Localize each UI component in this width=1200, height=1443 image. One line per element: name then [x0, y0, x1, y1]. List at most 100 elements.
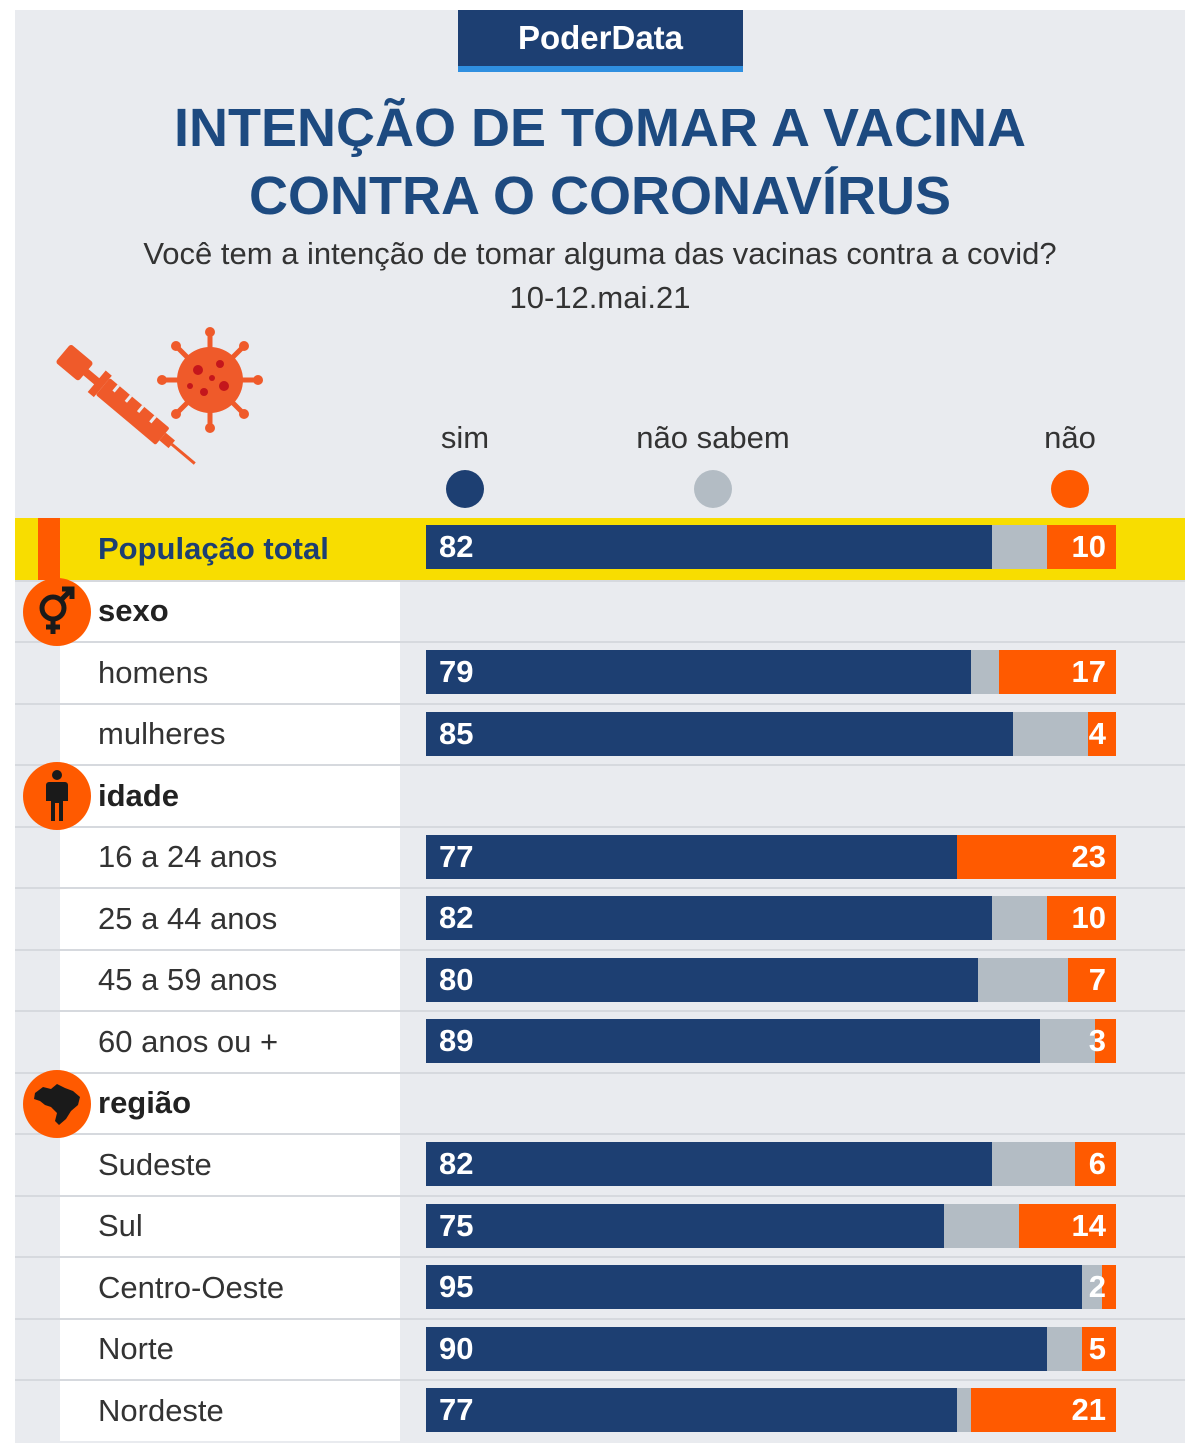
label-cell: [60, 1196, 400, 1256]
value-sim: 90: [439, 1330, 474, 1366]
legend-nao-sabem: não sabem: [613, 420, 813, 508]
legend-nao-sabem-dot: [694, 470, 732, 508]
value-sim: 82: [439, 1146, 474, 1181]
person-icon: [23, 762, 91, 830]
bar-nao-sabem: [1047, 1326, 1082, 1371]
bar-row: Norte 90 5: [15, 1317, 1185, 1379]
legend-sim: sim: [365, 420, 565, 508]
value-sim: 77: [439, 838, 474, 874]
stacked-bar: 82 10: [426, 525, 1116, 569]
label-cell: [60, 1073, 400, 1133]
brazil-map-icon: [23, 1069, 91, 1138]
value-nao: 7: [1088, 961, 1106, 997]
bar-sim: 85: [426, 711, 1013, 756]
value-sim: 75: [439, 1207, 474, 1243]
legend-sim-dot: [446, 470, 484, 508]
value-sim: 85: [439, 715, 474, 751]
label-cell: [60, 1319, 400, 1379]
value-sim: 82: [439, 529, 474, 564]
stacked-bar: 89 3: [426, 1019, 1116, 1063]
label-cell: [60, 1258, 400, 1318]
bar-nao: 4: [1088, 711, 1116, 756]
bar-nao: 21: [971, 1388, 1116, 1432]
bar-nao-sabem: [957, 1388, 972, 1432]
legend-nao: não: [970, 420, 1170, 508]
value-nao: 2: [1088, 1269, 1106, 1304]
bar-row: homens 79 17: [15, 641, 1185, 703]
survey-date: 10-12.mai.21: [509, 280, 691, 315]
title-line-1: INTENÇÃO DE TOMAR A VACINA: [173, 98, 1026, 158]
bar-nao: 14: [1019, 1203, 1116, 1248]
bar-row: 60 anos ou + 89 3: [15, 1010, 1185, 1072]
value-nao: 23: [1071, 838, 1106, 874]
label-cell: [60, 1135, 400, 1195]
category-row: região: [15, 1069, 1185, 1138]
virus-icon: [157, 327, 263, 433]
total-marker: [38, 518, 60, 580]
bar-nao-sabem: [991, 1142, 1075, 1186]
brand-logo: PoderData: [458, 10, 743, 72]
value-sim: 95: [439, 1269, 474, 1304]
chart-subtitle: Você tem a intenção de tomar alguma das …: [15, 232, 1185, 320]
label-cell: [60, 827, 400, 887]
bar-sim: 95: [426, 1265, 1082, 1309]
label-cell: [60, 766, 400, 826]
label-cell: [60, 1012, 400, 1072]
bar-sim: 89: [426, 1019, 1041, 1063]
stacked-bar: 79 17: [426, 650, 1116, 694]
gender-icon: [23, 577, 91, 646]
bar-nao: 2: [1089, 1265, 1116, 1309]
bar-sim: 77: [426, 834, 958, 879]
bar-sim: 90: [426, 1326, 1047, 1371]
bar-nao-sabem: [1012, 711, 1089, 756]
label-cell: [60, 643, 400, 703]
bar-row: mulheres 85 4: [15, 702, 1185, 764]
bar-nao-sabem: [1081, 1265, 1103, 1309]
bar-nao: 23: [957, 834, 1116, 879]
category-label: sexo: [98, 593, 169, 629]
bar-row: Sudeste 82 6: [15, 1133, 1185, 1195]
value-nao: 3: [1088, 1023, 1106, 1058]
chart-title: INTENÇÃO DE TOMAR A VACINA CONTRA O CORO…: [15, 94, 1185, 230]
bar-nao: 10: [1046, 896, 1116, 940]
label-cell: [60, 950, 400, 1010]
question-text: Você tem a intenção de tomar alguma das …: [143, 236, 1057, 271]
value-sim: 80: [439, 961, 474, 997]
total-row: População total 82 10: [15, 518, 1185, 580]
value-nao: 10: [1071, 529, 1106, 564]
bar-row: Sul 75 14: [15, 1194, 1185, 1256]
value-sim: 79: [439, 654, 474, 689]
stacked-bar: 82 10: [426, 896, 1116, 940]
stacked-bar: 85 4: [426, 711, 1116, 756]
stacked-bar: 90 5: [426, 1326, 1116, 1371]
row-label: 25 a 44 anos: [98, 900, 278, 936]
legend-nao-label: não: [1044, 420, 1096, 455]
bar-nao: 10: [1046, 525, 1116, 569]
title-line-2: CONTRA O CORONAVÍRUS: [249, 166, 951, 226]
label-cell: [60, 518, 400, 580]
bar-row: 25 a 44 anos 82 10: [15, 887, 1185, 949]
legend-sim-label: sim: [440, 420, 490, 455]
category-row: idade: [15, 762, 1185, 830]
bar-rows: População total 82 10 sexo homens 79 17 mulhere…: [15, 518, 1185, 1441]
category-row: sexo: [15, 577, 1185, 646]
bar-row: Centro-Oeste 95 2: [15, 1256, 1185, 1318]
stacked-bar: 75 14: [426, 1203, 1116, 1248]
bar-row: 16 a 24 anos 77 23: [15, 825, 1185, 887]
stacked-bar: 77 21: [426, 1388, 1116, 1432]
bar-sim: 79: [426, 650, 972, 694]
bar-nao: 6: [1074, 1142, 1116, 1186]
label-cell: [60, 581, 400, 641]
bar-sim: 82: [426, 525, 992, 569]
value-nao: 14: [1071, 1207, 1106, 1243]
bar-nao-sabem: [991, 525, 1047, 569]
vaccine-illustration: [56, 327, 263, 465]
label-cell: [60, 1381, 400, 1441]
bar-nao-sabem: [1040, 1019, 1096, 1063]
bar-row: Nordeste 77 21: [15, 1379, 1185, 1441]
bar-nao-sabem: [971, 650, 999, 694]
bar-row: 45 a 59 anos 80 7: [15, 948, 1185, 1010]
row-label: Centro-Oeste: [98, 1269, 285, 1305]
row-label: 45 a 59 anos: [98, 962, 278, 998]
infographic: PoderData INTENÇÃO DE TOMAR A VACINA CON…: [15, 10, 1185, 1443]
